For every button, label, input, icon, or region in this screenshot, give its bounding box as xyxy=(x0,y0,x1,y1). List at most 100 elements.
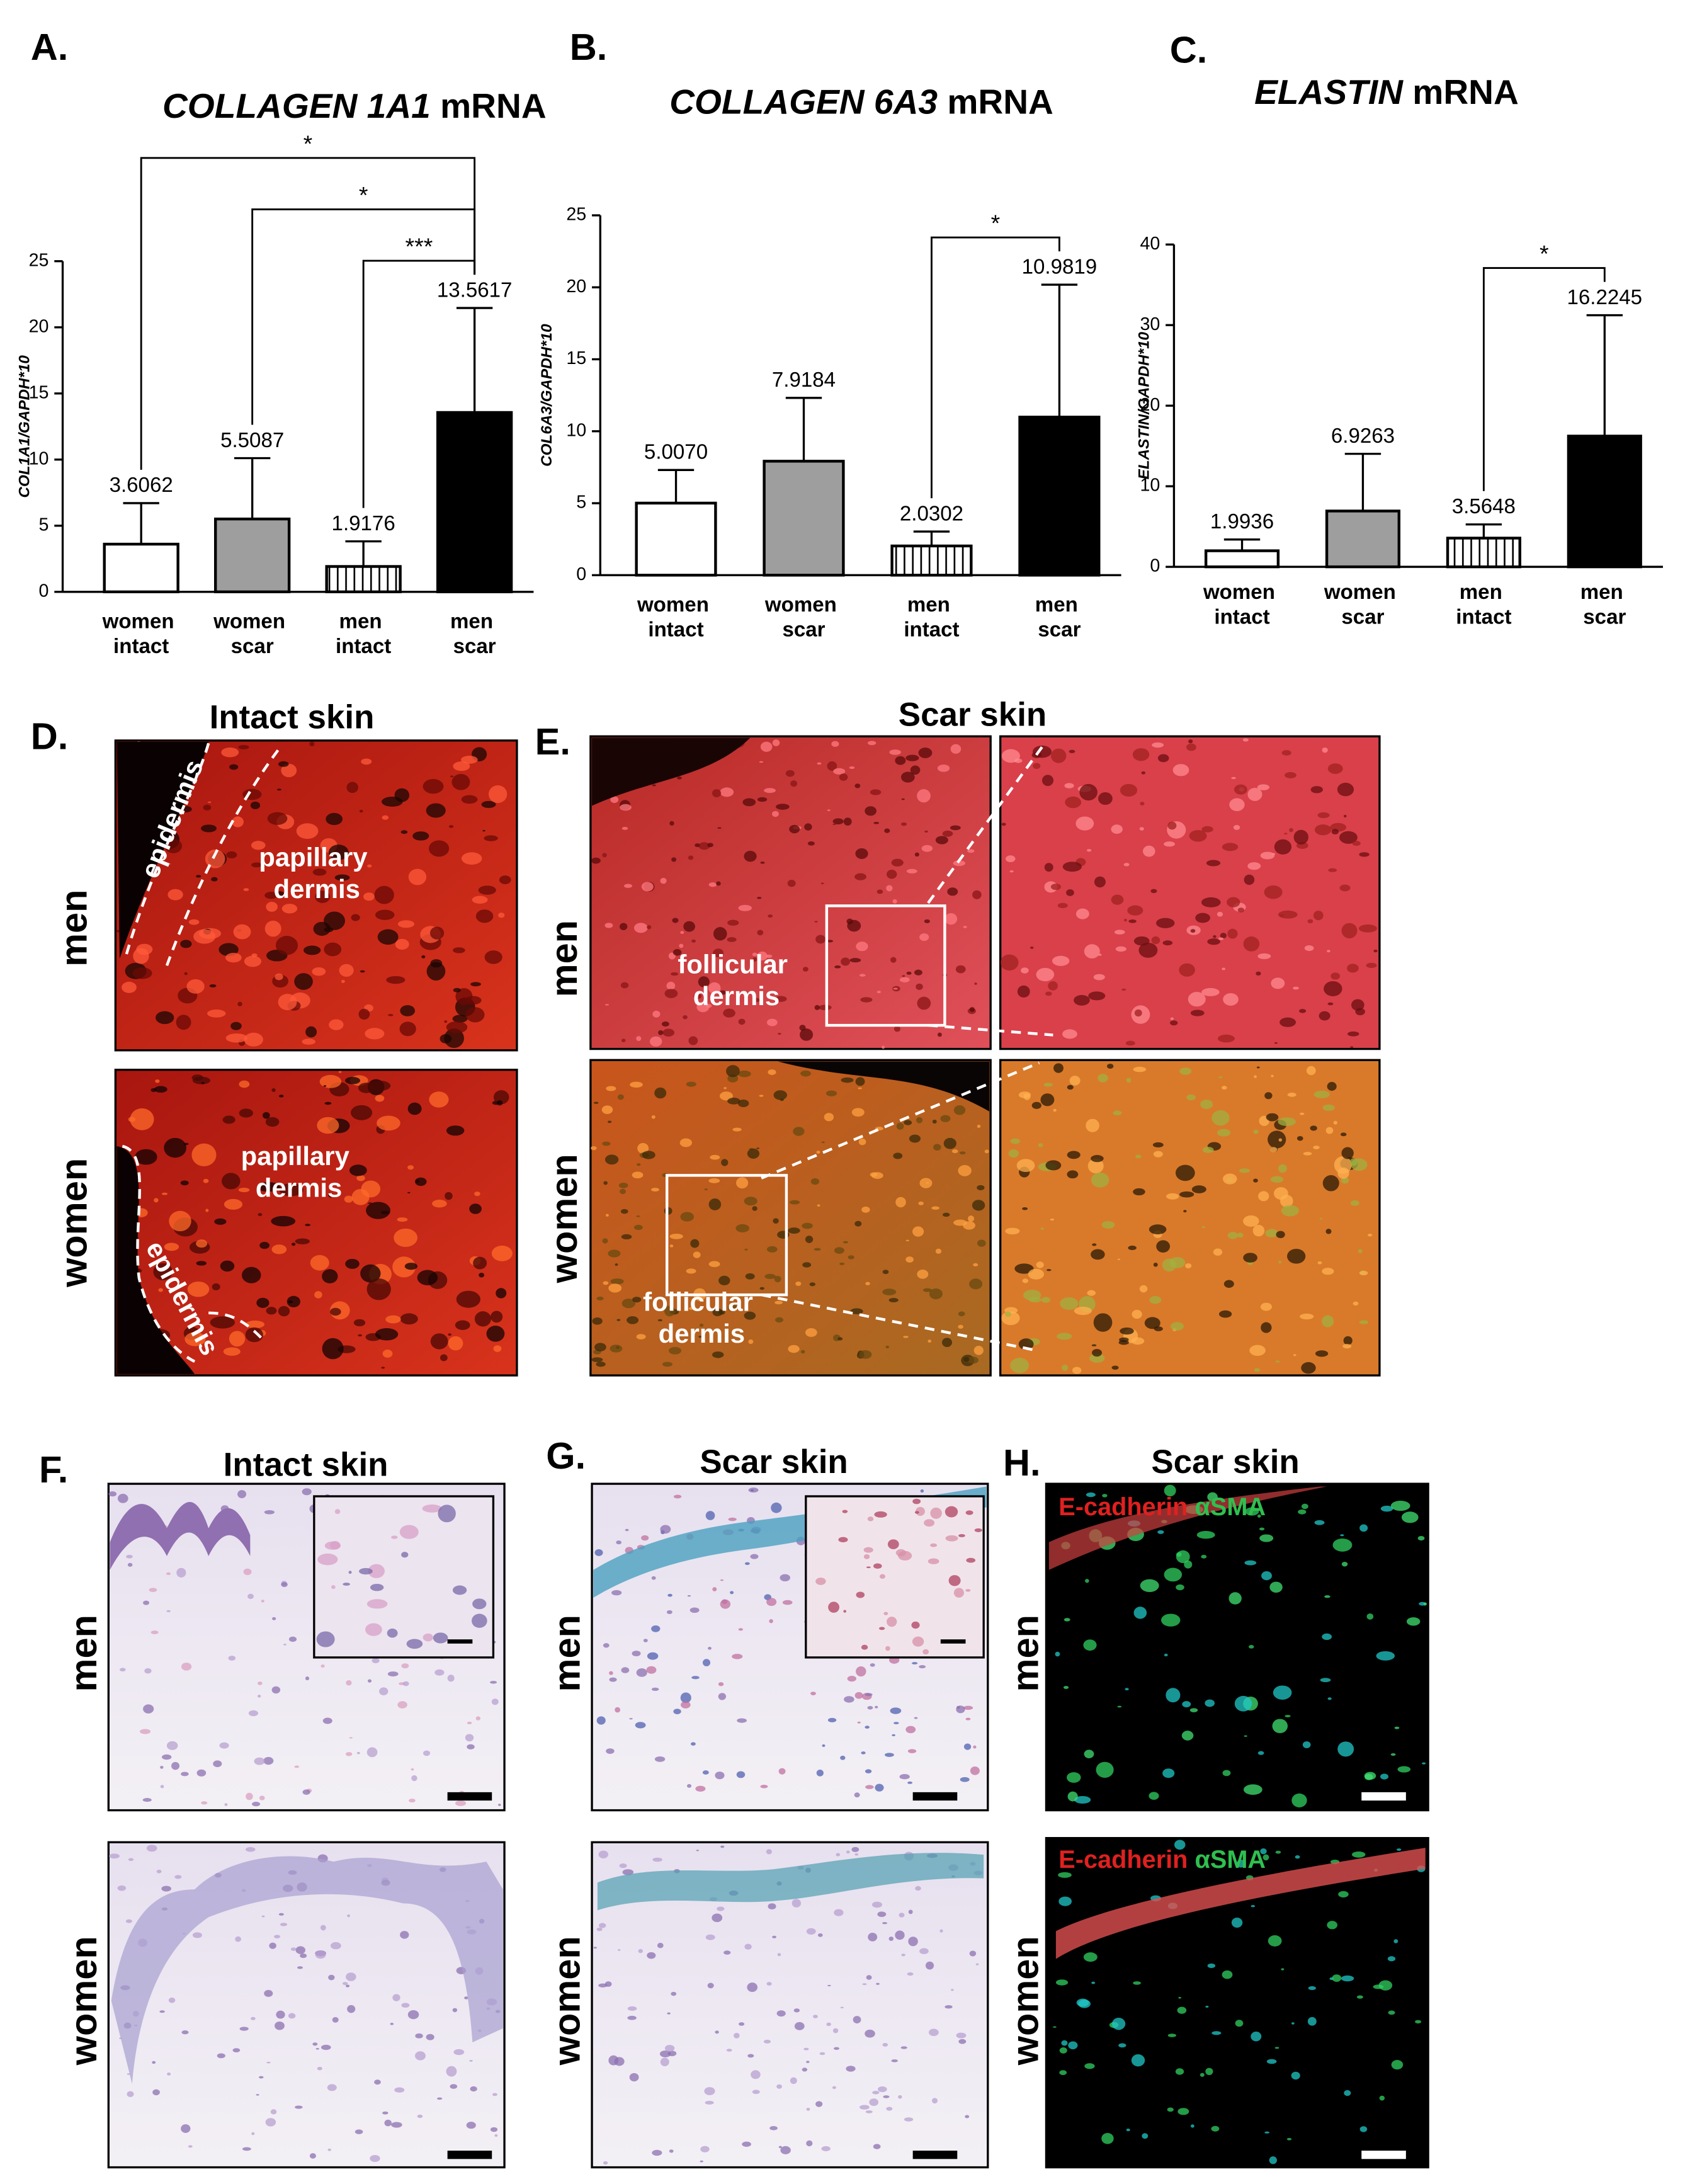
text-part: women xyxy=(1203,581,1281,604)
texture xyxy=(275,2021,285,2030)
texture xyxy=(370,2154,380,2163)
texture xyxy=(891,2059,898,2062)
texture xyxy=(951,1149,958,1154)
texture xyxy=(777,1953,781,1957)
texture xyxy=(1091,1155,1104,1163)
bar xyxy=(1446,537,1521,569)
texture xyxy=(1278,1117,1296,1126)
texture xyxy=(858,1087,862,1089)
texture xyxy=(705,2100,714,2105)
texture xyxy=(861,1751,866,1755)
texture xyxy=(401,1663,409,1669)
texture xyxy=(326,812,343,826)
texture xyxy=(793,2008,800,2013)
texture xyxy=(1272,1719,1288,1734)
texture xyxy=(667,2012,671,2015)
texture xyxy=(225,953,242,963)
texture xyxy=(187,1281,210,1297)
texture xyxy=(1058,1872,1072,1878)
texture xyxy=(319,1074,342,1088)
texture xyxy=(817,1933,823,1937)
texture xyxy=(935,836,948,845)
texture xyxy=(1313,1146,1320,1150)
texture xyxy=(1201,826,1213,833)
texture xyxy=(772,1935,776,1938)
texture xyxy=(596,1362,606,1367)
texture xyxy=(270,2109,277,2115)
texture xyxy=(1378,1980,1393,1991)
texture xyxy=(448,1336,463,1351)
texture xyxy=(1327,1082,1337,1091)
epithelium xyxy=(1055,1848,1426,1959)
texture xyxy=(475,909,494,923)
texture xyxy=(1190,1010,1205,1016)
annotation: papillary dermis xyxy=(241,1141,357,1202)
texture xyxy=(1111,894,1124,905)
texture xyxy=(699,1323,704,1327)
texture xyxy=(893,987,898,990)
texture xyxy=(1322,1104,1336,1111)
texture xyxy=(804,823,812,831)
texture xyxy=(1257,1751,1264,1755)
texture xyxy=(727,919,739,926)
texture xyxy=(359,809,363,813)
texture xyxy=(752,2090,760,2095)
texture xyxy=(727,1304,737,1312)
texture xyxy=(905,1726,916,1734)
texture xyxy=(1343,814,1347,817)
texture xyxy=(1191,1185,1206,1193)
texture xyxy=(938,1032,942,1037)
texture xyxy=(890,1707,902,1714)
texture xyxy=(1096,1761,1114,1778)
texture xyxy=(841,1077,854,1083)
texture xyxy=(1176,1550,1190,1564)
texture xyxy=(1396,1848,1402,1851)
texture xyxy=(916,1506,925,1516)
texture xyxy=(658,1030,664,1035)
texture xyxy=(1211,2031,1222,2035)
texture xyxy=(295,2105,303,2109)
texture xyxy=(839,1262,845,1265)
texture xyxy=(695,1785,706,1792)
texture xyxy=(627,2015,637,2020)
texture xyxy=(723,1087,727,1089)
texture xyxy=(730,1591,734,1595)
zoom-box xyxy=(825,904,946,1027)
texture xyxy=(661,1021,669,1027)
texture xyxy=(802,1262,812,1268)
texture xyxy=(911,1621,920,1629)
texture xyxy=(918,748,933,758)
texture xyxy=(1128,919,1137,923)
texture xyxy=(251,2016,256,2020)
texture xyxy=(720,1845,725,1848)
texture xyxy=(1143,845,1155,857)
value-label: 3.6062 xyxy=(110,474,173,497)
texture xyxy=(1188,992,1206,1007)
texture xyxy=(258,2076,264,2079)
texture xyxy=(1169,1257,1186,1268)
texture xyxy=(436,2097,443,2100)
texture xyxy=(833,768,846,775)
texture xyxy=(816,1151,820,1154)
texture xyxy=(1033,763,1041,770)
text-part: men xyxy=(450,610,499,633)
texture xyxy=(800,1028,814,1041)
texture xyxy=(955,965,966,974)
texture xyxy=(1259,1527,1265,1531)
texture xyxy=(1166,1688,1181,1703)
texture xyxy=(266,2061,271,2064)
texture xyxy=(1131,2054,1145,2067)
texture xyxy=(1062,1029,1077,1039)
texture xyxy=(347,1914,350,1918)
texture xyxy=(917,789,931,803)
texture xyxy=(1138,942,1158,958)
texture xyxy=(638,1948,643,1954)
texture xyxy=(704,1188,708,1191)
texture xyxy=(652,784,656,787)
texture xyxy=(1018,1091,1031,1098)
texture xyxy=(969,1007,975,1012)
texture xyxy=(1265,1229,1278,1237)
texture xyxy=(1270,1147,1278,1152)
texture xyxy=(848,1255,854,1260)
chart-title: COLLAGEN 6A3 mRNA xyxy=(669,82,1053,121)
